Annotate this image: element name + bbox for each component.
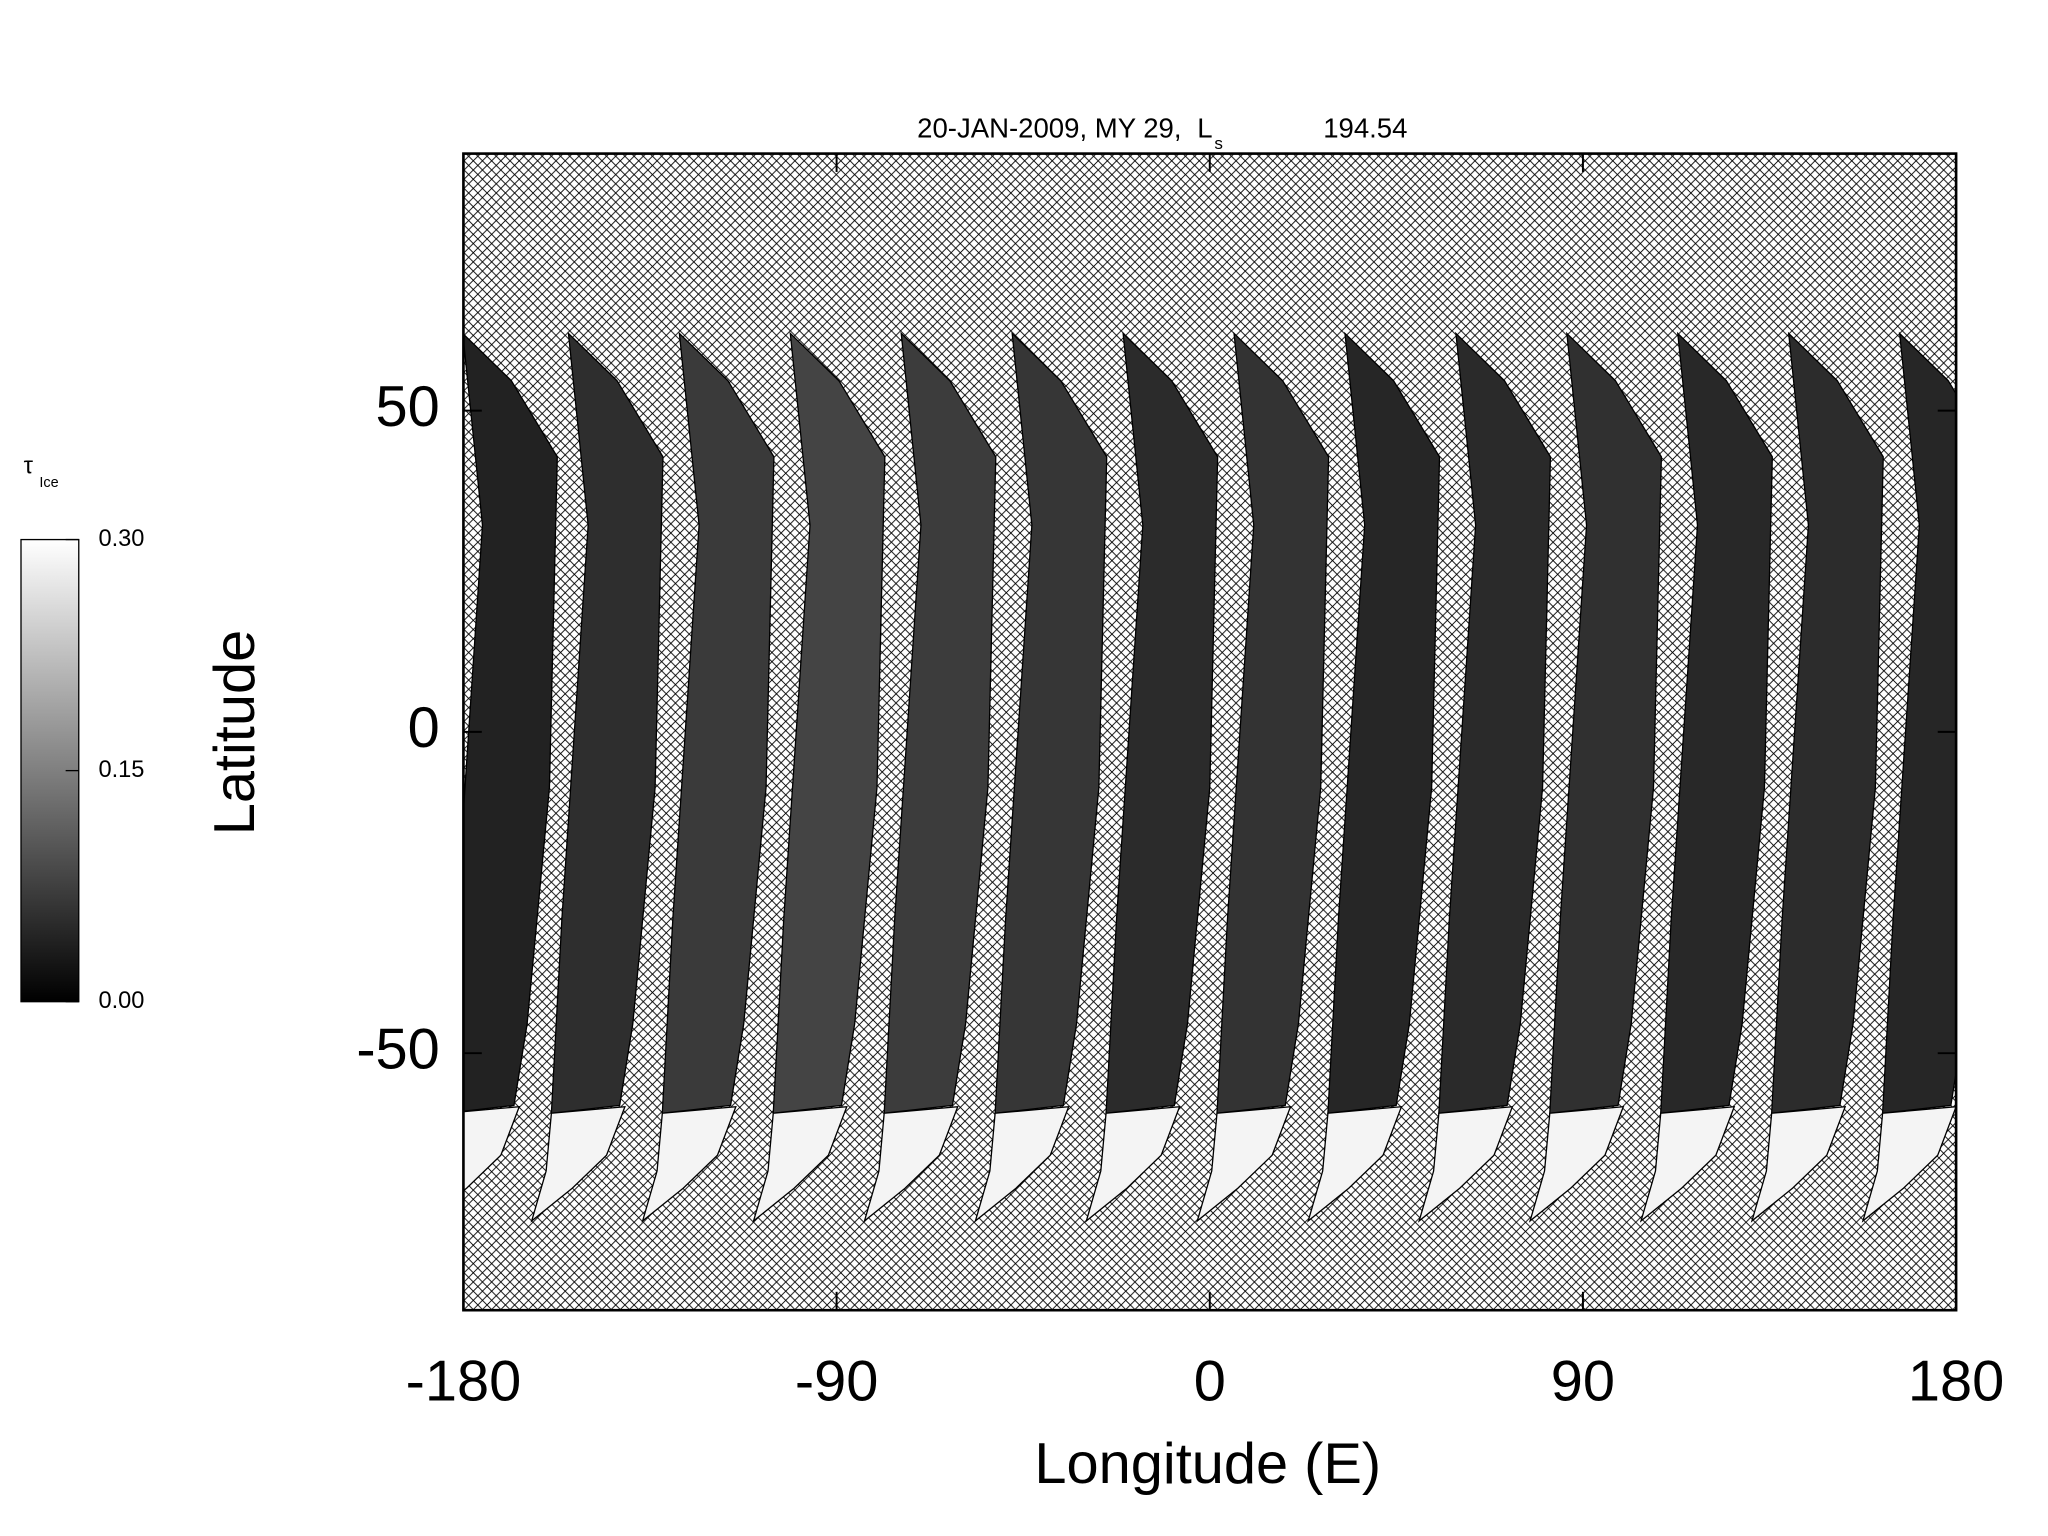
colorbar-label-sub: Ice: [39, 475, 58, 491]
swath-cap: [1307, 1105, 1403, 1223]
x-axis-label: Longitude (E): [1034, 1432, 1381, 1496]
x-tick-label: 180: [1908, 1349, 2004, 1413]
title-quantity: L: [1197, 112, 1212, 143]
title-value: 194.54: [1323, 112, 1407, 143]
swath: [661, 331, 775, 1115]
swath: [550, 331, 664, 1115]
swath: [994, 331, 1108, 1115]
swath-cap: [1417, 1105, 1514, 1223]
swath-cap: [1639, 1105, 1736, 1223]
swath-cap: [1861, 1106, 1957, 1223]
orbit-swaths: [463, 331, 1957, 1223]
swath: [1549, 331, 1663, 1115]
swath: [1216, 331, 1330, 1115]
swath-cap: [863, 1105, 959, 1223]
swath-cap: [974, 1105, 1070, 1223]
swath: [1660, 331, 1773, 1115]
y-tick-label: 0: [408, 696, 440, 760]
x-tick-label: -90: [795, 1349, 878, 1413]
colorbar-label: τ: [24, 454, 34, 480]
chart-title: 20-JAN-2009, MY 29,: [917, 112, 1181, 143]
swath: [883, 331, 997, 1115]
colorbar-tick-label: 0.00: [98, 988, 144, 1014]
swath: [463, 333, 558, 1112]
x-tick-label: 0: [1194, 1349, 1226, 1413]
swath: [1438, 331, 1552, 1115]
swath-cap: [1196, 1105, 1292, 1223]
swath: [1770, 331, 1884, 1115]
colorbar-tick-label: 0.15: [98, 757, 144, 783]
swath: [1105, 331, 1219, 1115]
swath-cap: [1085, 1105, 1181, 1223]
swath-cap: [752, 1105, 848, 1223]
x-tick-label: 90: [1551, 1349, 1615, 1413]
swath-cap: [641, 1105, 737, 1223]
swath-cap: [1750, 1105, 1847, 1223]
y-tick-label: -50: [356, 1017, 439, 1081]
title-quantity-sub: s: [1214, 134, 1223, 153]
swath-cap: [463, 1105, 521, 1192]
y-axis-label: Latitude: [203, 630, 267, 836]
x-tick-label: -180: [406, 1349, 522, 1413]
swath: [772, 331, 886, 1115]
y-tick-label: 50: [376, 375, 440, 439]
swath-cap: [530, 1105, 626, 1223]
colorbar-tick-label: 0.30: [98, 526, 144, 552]
swath: [1327, 331, 1441, 1115]
swath: [1881, 331, 1957, 1115]
swath-cap: [1528, 1105, 1625, 1223]
